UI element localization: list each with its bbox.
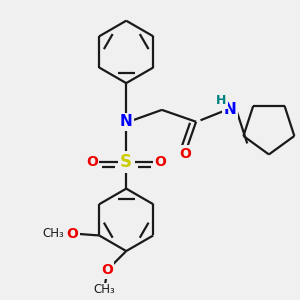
Text: O: O [154,155,166,169]
Text: N: N [224,102,237,117]
Text: O: O [86,155,98,169]
Text: S: S [120,153,132,171]
Text: CH₃: CH₃ [42,227,64,241]
Text: O: O [101,263,113,278]
Text: O: O [180,147,192,161]
Text: CH₃: CH₃ [94,283,116,296]
Text: H: H [216,94,226,107]
Text: O: O [67,227,78,241]
Text: N: N [120,114,133,129]
